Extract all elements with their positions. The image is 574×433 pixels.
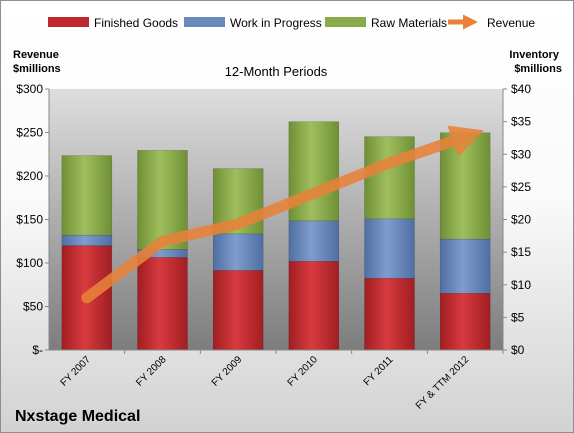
- x-tick-label: FY 2008: [134, 354, 169, 389]
- legend: Finished Goods Work in Progress Raw Mate…: [48, 14, 535, 30]
- right-tick-label: $40: [511, 82, 531, 96]
- right-axis-title-line-1: Inventory: [509, 49, 559, 61]
- x-tick-label: FY 2009: [210, 354, 245, 389]
- bar-raw-materials: [364, 136, 415, 220]
- x-axis: FY 2007 FY 2008 FY 2009 FY 2010 FY 2011 FY & …: [49, 349, 504, 412]
- x-tick-label: FY 2010: [286, 354, 321, 389]
- left-axis-title-line-2: $millions: [13, 63, 61, 75]
- left-tick-label: $-: [32, 343, 43, 357]
- right-tick-label: $25: [511, 180, 531, 194]
- right-tick-label: $5: [511, 310, 525, 324]
- legend-item-work-in-progress: Work in Progress: [184, 16, 322, 30]
- left-tick-label: $200: [16, 169, 43, 183]
- bar-work-in-progress: [439, 238, 491, 294]
- x-tick-label: FY & TTM 2012: [414, 354, 472, 412]
- left-tick-label: $50: [23, 300, 43, 314]
- left-tick-label: $100: [16, 256, 43, 270]
- right-tick-label: $10: [511, 278, 531, 292]
- left-axis: $- $50 $100 $150 $200 $250 $300: [16, 82, 50, 357]
- bar-work-in-progress: [212, 233, 264, 271]
- bar-raw-materials: [61, 155, 113, 236]
- revenue-line: [81, 125, 484, 304]
- legend-label-finished-goods: Finished Goods: [94, 16, 178, 30]
- right-tick-label: $30: [511, 147, 531, 161]
- right-tick-label: $20: [511, 213, 531, 227]
- right-axis-title-line-2: $millions: [514, 63, 562, 75]
- x-tick-label: FY 2007: [59, 354, 94, 389]
- bar-finished-goods: [364, 277, 415, 351]
- revenue-line-path: [81, 125, 484, 304]
- x-tick-label: FY 2011: [362, 354, 396, 388]
- right-tick-label: $0: [511, 343, 525, 357]
- bar-finished-goods: [439, 292, 491, 351]
- legend-item-revenue: Revenue: [448, 14, 535, 30]
- right-axis: $0 $5 $10 $15 $20 $25 $30 $35 $40: [502, 82, 531, 357]
- left-tick-label: $250: [16, 126, 43, 140]
- company-name: Nxstage Medical: [15, 408, 140, 425]
- right-axis-title: Inventory $millions: [509, 49, 562, 75]
- right-tick-label: $35: [511, 115, 531, 129]
- legend-label-raw-materials: Raw Materials: [371, 16, 447, 30]
- bar-work-in-progress: [364, 218, 415, 279]
- legend-item-raw-materials: Raw Materials: [325, 16, 447, 30]
- chart-title: 12-Month Periods: [225, 64, 328, 79]
- legend-label-revenue: Revenue: [487, 16, 535, 30]
- legend-item-finished-goods: Finished Goods: [48, 16, 178, 30]
- bar-finished-goods: [288, 261, 340, 351]
- legend-swatch-work-in-progress: [184, 17, 225, 27]
- bar-finished-goods: [137, 257, 188, 351]
- right-tick-label: $15: [511, 245, 531, 259]
- bar-work-in-progress: [61, 234, 113, 246]
- left-axis-title: Revenue $millions: [13, 49, 62, 75]
- bar-finished-goods: [212, 270, 264, 351]
- bar-work-in-progress: [288, 220, 340, 262]
- legend-label-work-in-progress: Work in Progress: [230, 16, 322, 30]
- legend-swatch-finished-goods: [48, 17, 89, 27]
- left-tick-label: $300: [16, 82, 43, 96]
- plot-area: [49, 89, 503, 350]
- left-tick-label: $150: [16, 213, 43, 227]
- legend-swatch-raw-materials: [325, 17, 366, 27]
- left-axis-title-line-1: Revenue: [13, 49, 59, 61]
